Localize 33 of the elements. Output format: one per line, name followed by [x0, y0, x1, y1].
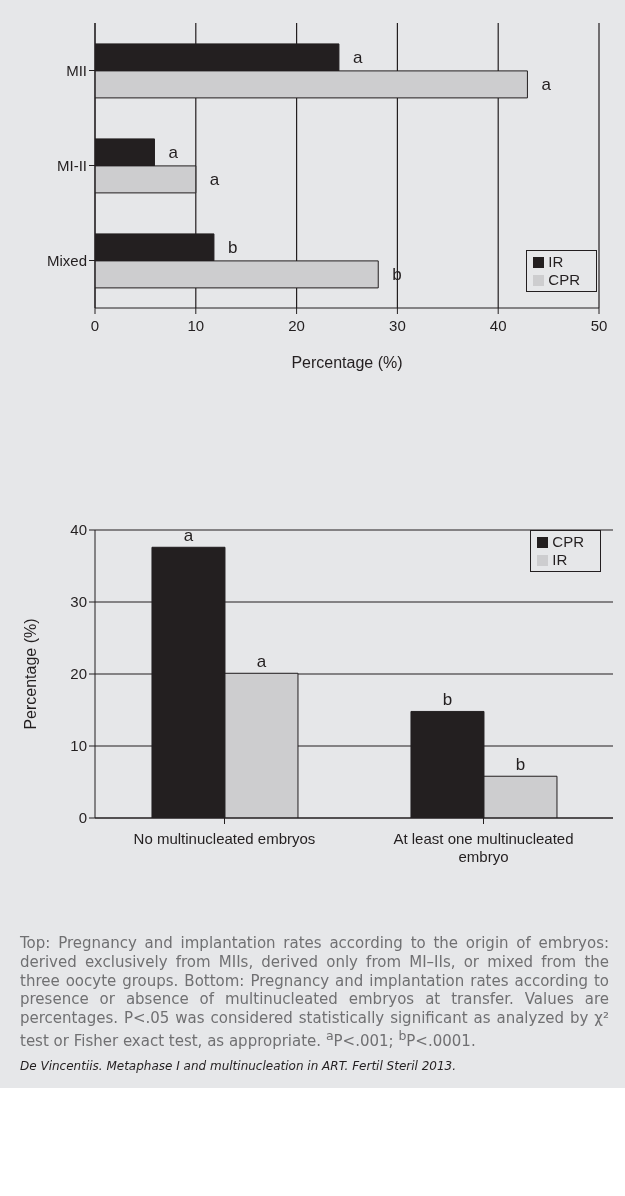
y-tick-label: 30 [70, 593, 87, 611]
legend-label: IR [552, 551, 568, 568]
data-label: b [227, 238, 238, 258]
y-tick-label: Mixed [46, 251, 87, 269]
data-label: b [515, 755, 526, 775]
data-label: a [209, 170, 220, 190]
legend-label: CPR [552, 533, 584, 550]
data-label: a [352, 48, 363, 68]
text: Top: Pregnancy and implantation rates according to the origin of embryos: derived exclusively from MIIs, derived only from MI–IIs, or mixed from the three oocyte groups. Bottom: Pregnancy and implantation rates according to presence or absence of multinucleated embryos at transfer. Values are percentages. P<.05 was considered statistically significant as analyzed by χ² test or Fisher exact test, as appropriate. $^{a}$P<.001; $^{b}$P<.0001. [20, 934, 609, 1050]
x-tick-label: No multinucleated embryos [133, 830, 316, 847]
x-tick-label: 20 [288, 316, 305, 334]
x-tick-label: 10 [187, 316, 205, 334]
data-label: a [256, 652, 267, 672]
y-tick-label: 20 [70, 665, 87, 683]
x-tick-label: 50 [590, 316, 608, 334]
y-tick-label: MI-II [57, 156, 87, 174]
y-tick-label: 10 [70, 737, 87, 755]
x-tick-label: At least one multinucleated embryo [393, 830, 574, 865]
x-axis-title: Percentage (%) [291, 354, 403, 371]
y-tick-label: 0 [78, 809, 87, 827]
x-tick-label: 40 [489, 316, 507, 334]
x-tick-label: 30 [389, 316, 406, 334]
data-label: a [168, 143, 179, 163]
legend-label: CPR [548, 271, 580, 288]
x-tick-label: 0 [90, 316, 100, 334]
y-tick-label: MII [66, 61, 87, 79]
data-label: b [442, 690, 453, 710]
data-label: a [541, 75, 552, 95]
y-tick-label: 40 [70, 521, 87, 539]
data-label: a [183, 526, 194, 546]
text: De Vincentiis. Metaphase I and multinucleation in ART. Fertil Steril 2013. [19, 1057, 458, 1075]
legend-label: IR [548, 253, 564, 270]
y-axis-title: Percentage (%) [21, 618, 39, 730]
